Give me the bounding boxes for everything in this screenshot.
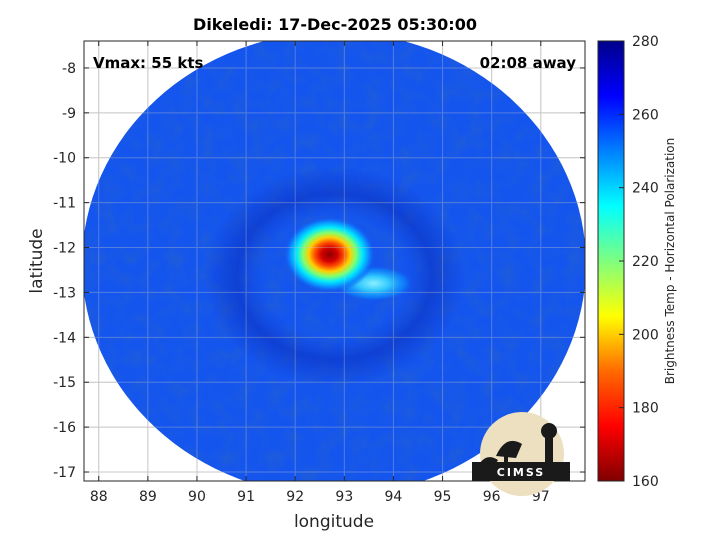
x-tick-label: 91 [237,489,255,505]
x-tick-label: 92 [286,489,304,505]
y-tick-label: -12 [53,241,76,257]
swath-image [84,41,585,481]
y-tick-label: -15 [53,375,76,391]
y-tick-label: -17 [53,465,76,481]
y-tick-label: -8 [62,61,76,77]
y-axis-label: latitude [27,228,47,293]
y-tick-label: -14 [53,330,76,346]
colorbar-label: Brightness Temp - Horizontal Polarizatio… [663,138,677,385]
logo-text: CIMSS [497,466,545,479]
x-tick-label: 89 [139,489,157,505]
x-tick-label: 96 [483,489,501,505]
plot-area: 88 89 90 91 92 93 94 95 96 97 -8-9-10-11-12-13-14… [53,40,586,505]
x-ticks: 88 89 90 91 92 93 94 95 96 97 [90,41,550,505]
vmax-annotation: Vmax: 55 kts [93,54,203,72]
x-tick-label: 88 [90,489,108,505]
colorbar-tick-label: 240 [632,181,659,197]
colorbar-ticks: 280 260 240 220 200 180 160 [619,34,659,490]
y-tick-label: -11 [53,196,76,212]
y-tick-label: -13 [53,285,76,301]
x-axis-label: longitude [294,512,374,532]
chart-title: Dikeledi: 17-Dec-2025 05:30:00 [193,15,477,34]
y-tick-label: -16 [53,420,76,436]
colorbar-tick-label: 160 [632,474,659,490]
logo-tower-leg-icon [545,438,553,462]
y-tick-label: -10 [53,151,76,167]
colorbar-tick-label: 260 [632,107,659,123]
time-away-annotation: 02:08 away [480,54,577,72]
logo-dish-stand-icon [504,452,508,468]
x-tick-label: 95 [434,489,452,505]
x-tick-label: 90 [188,489,206,505]
x-tick-label: 94 [385,489,403,505]
logo-banner [472,462,570,481]
x-tick-label: 93 [335,489,353,505]
cimss-logo: CIMSS [472,412,570,496]
colorbar-tick-label: 280 [632,34,659,50]
swath-warm-core [283,216,376,293]
logo-tower-icon [541,423,557,439]
plot-frame [83,40,586,482]
colorbar: 280 260 240 220 200 180 160 Brightness Temp - … [597,34,677,490]
colorbar-tick-label: 180 [632,401,659,417]
colorbar-tick-label: 200 [632,327,659,343]
y-tick-label: -9 [62,106,76,122]
colorbar-tick-label: 220 [632,254,659,270]
logo-dish-icon [496,440,522,458]
grid-overlay [84,41,585,481]
y-ticks: -8 -9 -10 -11 -12 -13 -14 -15 -16 -17 [53,61,585,481]
